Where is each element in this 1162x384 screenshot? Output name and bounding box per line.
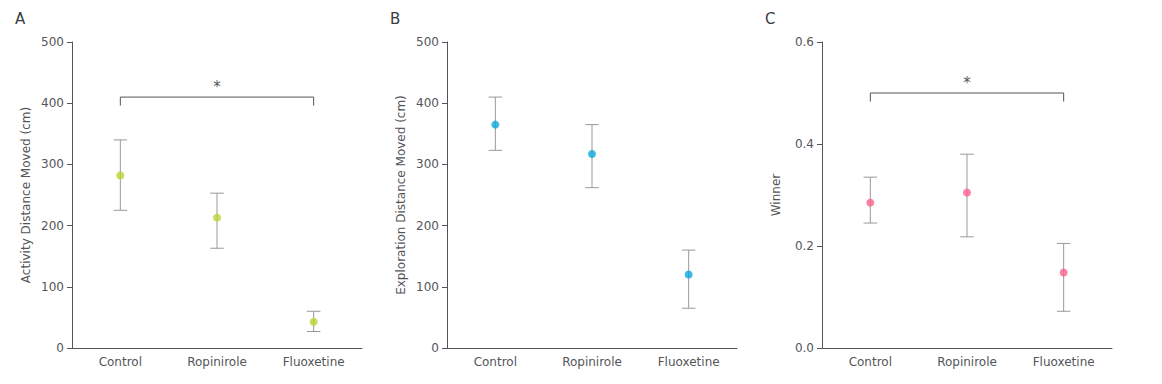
svg-text:500: 500 [416,35,439,49]
svg-text:Fluoxetine: Fluoxetine [658,355,720,369]
svg-text:500: 500 [41,35,64,49]
svg-text:A: A [15,10,26,28]
svg-text:100: 100 [41,280,64,294]
svg-text:*: * [213,78,221,96]
svg-text:Winner: Winner [769,174,783,217]
svg-text:Ropinirole: Ropinirole [562,355,622,369]
svg-text:C: C [765,10,775,28]
svg-text:Ropinirole: Ropinirole [937,355,997,369]
svg-text:0.2: 0.2 [795,239,814,253]
svg-text:Ropinirole: Ropinirole [187,355,247,369]
svg-text:0.6: 0.6 [795,35,814,49]
svg-text:0.4: 0.4 [795,137,814,151]
svg-text:Fluoxetine: Fluoxetine [1033,355,1095,369]
svg-text:200: 200 [41,219,64,233]
svg-text:Fluoxetine: Fluoxetine [283,355,345,369]
svg-text:B: B [390,10,400,28]
svg-text:0: 0 [431,341,439,355]
svg-text:0.0: 0.0 [795,341,814,355]
svg-text:0: 0 [56,341,64,355]
svg-text:400: 400 [416,96,439,110]
svg-text:200: 200 [416,219,439,233]
svg-text:Control: Control [474,355,517,369]
svg-text:Control: Control [849,355,892,369]
svg-text:100: 100 [416,280,439,294]
svg-text:*: * [963,74,971,92]
svg-text:300: 300 [416,157,439,171]
svg-text:300: 300 [41,157,64,171]
svg-text:Control: Control [99,355,142,369]
svg-text:Activity Distance Moved (cm): Activity Distance Moved (cm) [19,107,33,283]
svg-text:400: 400 [41,96,64,110]
svg-text:Exploration Distance Moved (cm: Exploration Distance Moved (cm) [394,95,408,295]
